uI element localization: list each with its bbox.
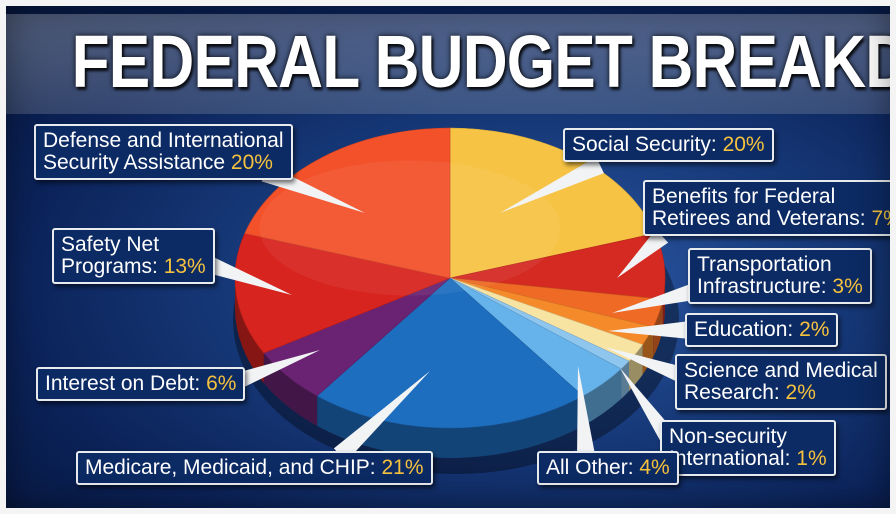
label-text: Science and Medical <box>684 359 878 382</box>
label-text: Interest on Debt: <box>45 372 207 395</box>
callout-pointer-safety-net-programs <box>201 254 292 295</box>
callout-label-safety-net-programs: Safety Net Programs: 13% <box>52 228 215 284</box>
chart-title: FEDERAL BUDGET BREAKDOWN <box>71 20 896 103</box>
pie-highlight <box>259 160 561 296</box>
label-percent: 7% <box>871 207 896 230</box>
callout-pointer-education <box>608 321 691 339</box>
label-percent: 3% <box>832 275 863 298</box>
label-percent: 2% <box>799 318 830 341</box>
callout-pointer-social-security <box>500 156 604 213</box>
label-text: Transportation <box>697 253 832 276</box>
callout-label-medicare-medicaid-and-chip: Medicare, Medicaid, and CHIP: 21% <box>76 451 433 485</box>
callout-pointer-all-other <box>577 366 595 456</box>
pie-side-safety-net-programs <box>235 278 264 383</box>
label-text: Education: <box>694 318 800 341</box>
pie-slice-defense-and-international-security-assistance <box>244 127 451 279</box>
callout-pointer-science-and-medical-research <box>605 347 694 387</box>
label-text: Defense and International <box>43 129 284 152</box>
label-percent: 4% <box>639 456 670 479</box>
callout-pointer-benefits-for-federal-retirees-and-veterans <box>617 229 669 278</box>
label-text: Infrastructure: <box>697 275 833 298</box>
callout-pointer-interest-on-debt <box>226 350 320 393</box>
pie-side-medicare-medicaid-and-chip <box>317 395 583 458</box>
label-text: Medicare, Medicaid, and CHIP: <box>85 456 382 479</box>
callout-label-education: Education: 2% <box>685 313 839 347</box>
callout-label-all-other: All Other: 4% <box>537 451 679 485</box>
label-percent: 1% <box>796 447 827 470</box>
label-text: All Other: <box>546 456 640 479</box>
pie-side-non-security-international <box>621 361 630 399</box>
label-text: Retirees and Veterans: <box>652 207 872 230</box>
callout-pointer-medicare-medicaid-and-chip <box>333 371 430 462</box>
label-text: Research: <box>684 381 786 404</box>
label-percent: 20% <box>230 151 273 174</box>
pie-side-all-other <box>582 368 622 426</box>
pie-side-interest-on-debt <box>263 353 318 426</box>
pie-slice-safety-net-programs <box>234 233 452 354</box>
label-text: Security Assistance <box>43 151 231 174</box>
callout-label-defense-and-international-security-assistance: Defense and International Security Assist… <box>34 124 293 180</box>
callout-label-benefits-for-federal-retirees-and-veterans: Benefits for Federal Retirees and Veteran… <box>643 180 896 236</box>
label-text: Non-security <box>669 425 787 448</box>
label-percent: 6% <box>206 372 237 395</box>
label-percent: 13% <box>163 255 206 278</box>
label-text: International: <box>669 447 797 470</box>
label-percent: 20% <box>722 133 765 156</box>
label-text: Benefits for Federal <box>652 185 836 208</box>
title-band <box>6 14 890 114</box>
label-text: Social Security: <box>572 133 723 156</box>
callout-label-transportation-infrastructure: Transportation Infrastructure: 3% <box>688 248 872 304</box>
callout-label-non-security-international: Non-security International: 1% <box>660 420 836 476</box>
label-text: Safety Net <box>61 233 160 256</box>
pie-slice-medicare-medicaid-and-chip <box>316 277 584 429</box>
callout-label-interest-on-debt: Interest on Debt: 6% <box>36 367 246 401</box>
label-percent: 2% <box>785 381 816 404</box>
callout-label-science-and-medical-research: Science and Medical Research: 2% <box>675 354 887 410</box>
label-text: Programs: <box>61 255 164 278</box>
callout-pointer-transportation-infrastructure <box>612 281 703 313</box>
callout-label-social-security: Social Security: 20% <box>563 128 774 162</box>
label-percent: 21% <box>381 456 424 479</box>
